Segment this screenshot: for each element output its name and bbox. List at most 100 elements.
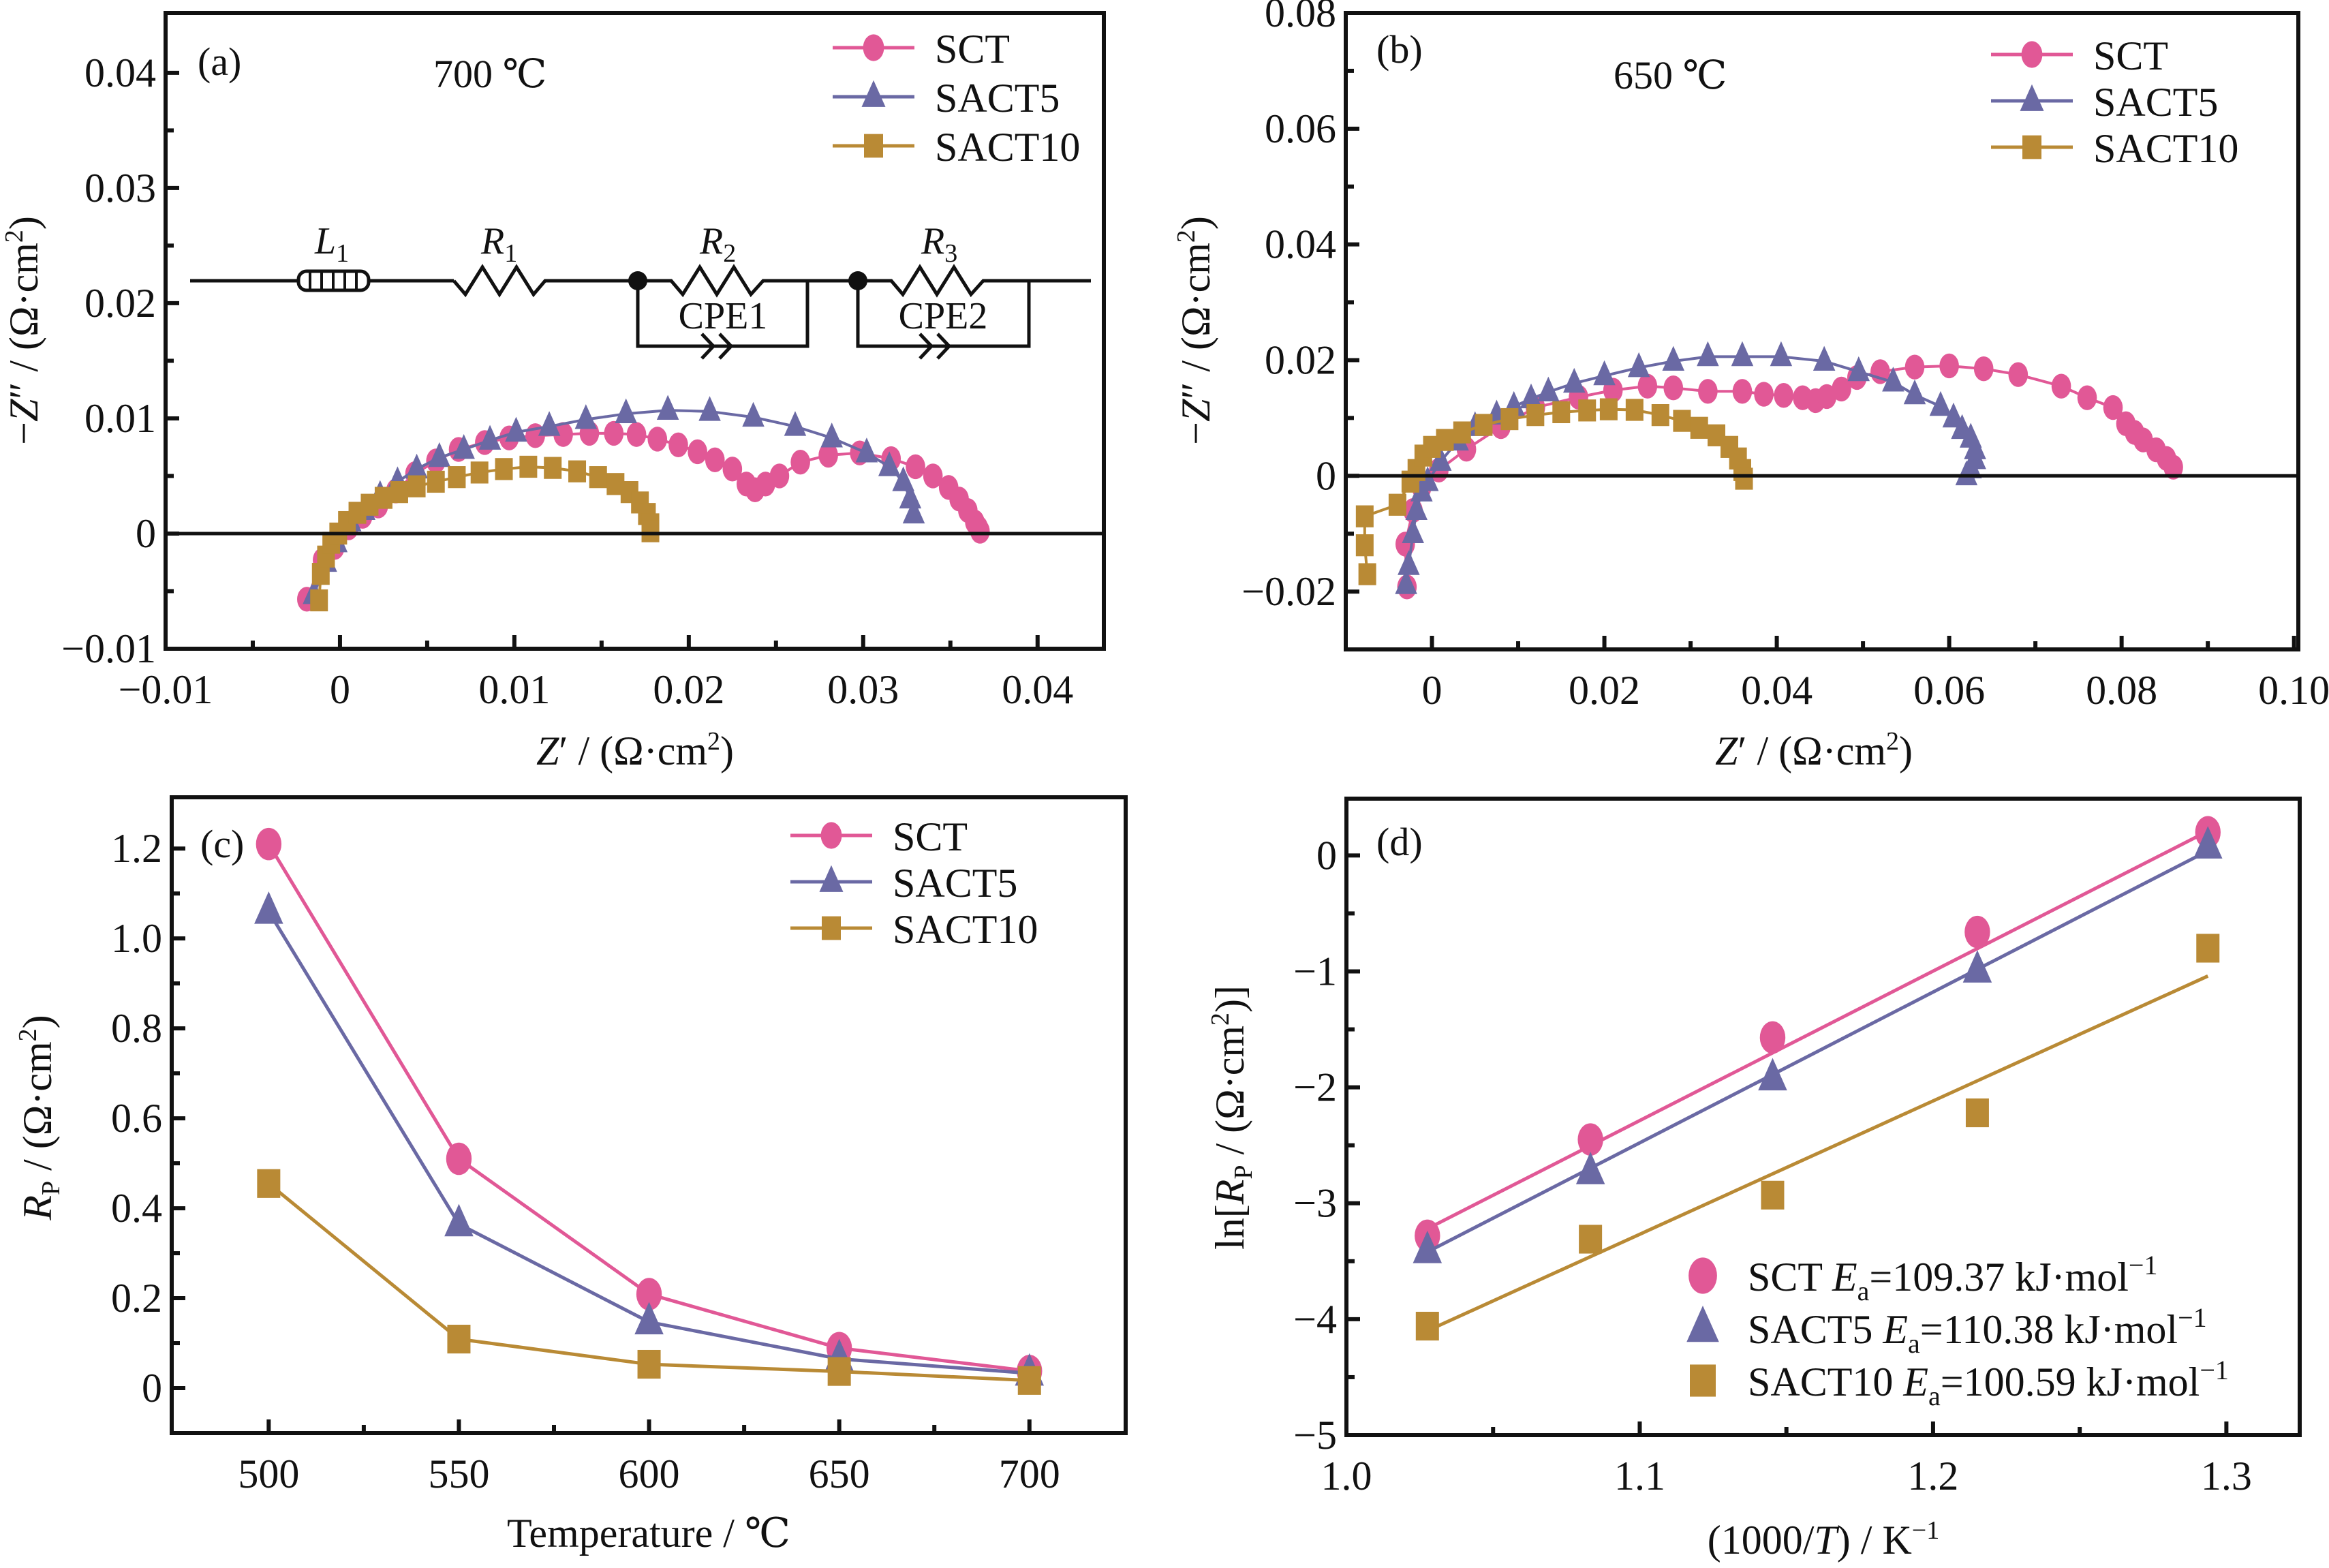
data-point-sct: [1732, 379, 1753, 404]
data-point-sact5: [1563, 367, 1586, 393]
legend-label: SACT5: [2093, 80, 2218, 125]
data-point-sct: [1759, 1021, 1786, 1054]
data-point-sact10: [1358, 563, 1376, 585]
data-point-sct: [647, 427, 668, 452]
data-point-sact5: [1627, 352, 1650, 378]
y-tick-label: 0.2: [111, 1276, 162, 1321]
data-point-sact10: [374, 487, 392, 509]
panel-b-frame: [1344, 11, 2300, 651]
data-point-sact5: [574, 404, 598, 429]
data-point-sact10: [637, 1349, 661, 1379]
data-point-sact5: [428, 442, 451, 467]
x-tick-label: 0.10: [2258, 668, 2329, 713]
panel-a-ylabel: −Z″ / (Ω·cm2): [0, 216, 46, 445]
data-point-sct: [1973, 356, 1994, 382]
legend-item-sct: SCT: [790, 814, 968, 859]
y-tick-label: 0: [136, 511, 156, 556]
data-point-sact5: [1929, 390, 1952, 416]
panel-d-axes: 1.0 1.1 1.2 1.3 −5 −4 −3 −2 −1 0: [1293, 833, 2252, 1498]
resistor-R2-icon: [638, 264, 807, 298]
legend-label: SACT5 Ea=110.38 kJ·mol−1: [1748, 1302, 2207, 1359]
legend-label: SCT: [2093, 33, 2168, 78]
panel-d-ylabel: ln[RP / (Ω·cm2)]: [1206, 985, 1258, 1250]
x-tick-label: 0: [330, 667, 350, 712]
data-point-sct: [2008, 362, 2029, 387]
y-tick-label: 1.2: [111, 826, 162, 871]
legend-marker-sact10: [864, 134, 883, 158]
data-point-sct: [1904, 354, 1925, 380]
data-point-sact10: [2196, 934, 2220, 963]
data-point-sct: [2163, 455, 2183, 480]
y-tick-label: −0.02: [1241, 569, 1336, 614]
data-point-sact5: [1903, 379, 1926, 405]
y-tick-label: 0.02: [1265, 337, 1336, 382]
data-point-sact10: [1965, 1098, 1989, 1128]
data-point-sact10: [1500, 408, 1519, 431]
data-point-sct: [1817, 384, 1837, 410]
data-point-sact10: [544, 457, 562, 479]
panel-b-temperature: 650 ℃: [1614, 53, 1727, 97]
data-point-sact5: [1593, 360, 1616, 386]
data-point-sact5: [784, 411, 807, 436]
data-point-sact10: [257, 1169, 281, 1198]
x-tick-label: 0.04: [1741, 668, 1813, 713]
data-point-sact5: [855, 437, 878, 463]
inductor-L1-icon: [296, 269, 371, 292]
data-point-sact10: [390, 481, 408, 504]
data-point-sact5: [538, 411, 561, 436]
data-point-sct: [1774, 383, 1794, 408]
data-point-sact5: [1405, 495, 1428, 521]
fit-line-sct: [1426, 829, 2209, 1231]
data-point-sct: [2077, 385, 2097, 410]
data-point-sact5: [742, 401, 765, 427]
y-tick-label: 0.08: [1265, 0, 1336, 35]
data-point-sact5: [820, 422, 843, 448]
data-point-sct: [2103, 395, 2123, 420]
y-tick-label: 0.04: [1265, 222, 1336, 267]
data-point-sact5: [1537, 376, 1560, 401]
circuit-label-L1: L1: [314, 220, 349, 268]
legend-marker-sact5: [1686, 1306, 1719, 1342]
data-point-sact5: [478, 425, 502, 450]
y-tick-label: 0.03: [84, 166, 156, 211]
circuit-label-R2: R2: [699, 220, 736, 268]
x-tick-label: 0.06: [1913, 668, 1985, 713]
panel-b-axes: 0 0.02 0.04 0.06 0.08 0.10 −0.02 0 0.02 0.04 0.06 0…: [1241, 0, 2329, 713]
data-point-sct: [668, 432, 688, 458]
data-point-sact10: [641, 520, 660, 542]
x-tick-label: 0.04: [1002, 667, 1073, 712]
legend-item-sact10: SACT10: [833, 125, 1080, 170]
x-tick-label: 0.02: [1569, 668, 1640, 713]
data-point-sct: [923, 463, 943, 489]
data-point-sact5: [698, 396, 721, 421]
data-point-sact5: [1402, 518, 1424, 544]
data-point-sct: [1637, 373, 1658, 399]
cpe2-icon: [919, 333, 952, 360]
data-point-sact10: [1625, 399, 1644, 421]
y-tick-label: 1.0: [111, 916, 162, 961]
data-point-sact10: [519, 455, 538, 478]
data-point-sact5: [2193, 826, 2223, 859]
cpe2-branch: [856, 281, 1031, 348]
x-tick-label: 1.1: [1614, 1454, 1665, 1498]
legend-label: SACT5: [935, 76, 1060, 121]
data-point-sact10: [1017, 1366, 1041, 1395]
data-point-sact10: [427, 470, 445, 493]
x-tick-label: 650: [809, 1451, 870, 1496]
y-tick-label: 0: [1316, 833, 1337, 878]
legend-item-sact10: SACT10: [1991, 126, 2238, 171]
circuit-label-CPE1: CPE1: [679, 295, 768, 337]
x-tick-label: 0.03: [827, 667, 899, 712]
panel-c-rp-vs-temperature: 500 550 600 650 700 0 0.2 0.4 0.6 0.8 1.0 1.2 (c) S…: [14, 795, 1128, 1556]
data-point-sact5: [1882, 367, 1904, 392]
data-point-sct: [1832, 376, 1851, 402]
legend-item-sact10: SACT10 Ea=100.59 kJ·mol−1: [1690, 1355, 2229, 1411]
data-point-sact10: [1355, 505, 1374, 527]
y-tick-label: 0.8: [111, 1006, 162, 1051]
legend-marker-sact5: [861, 80, 886, 107]
data-point-sact10: [1453, 421, 1471, 444]
legend-item-sact10: SACT10: [790, 907, 1038, 952]
y-tick-label: −2: [1293, 1065, 1337, 1110]
panel-a-frame: [164, 11, 1106, 651]
